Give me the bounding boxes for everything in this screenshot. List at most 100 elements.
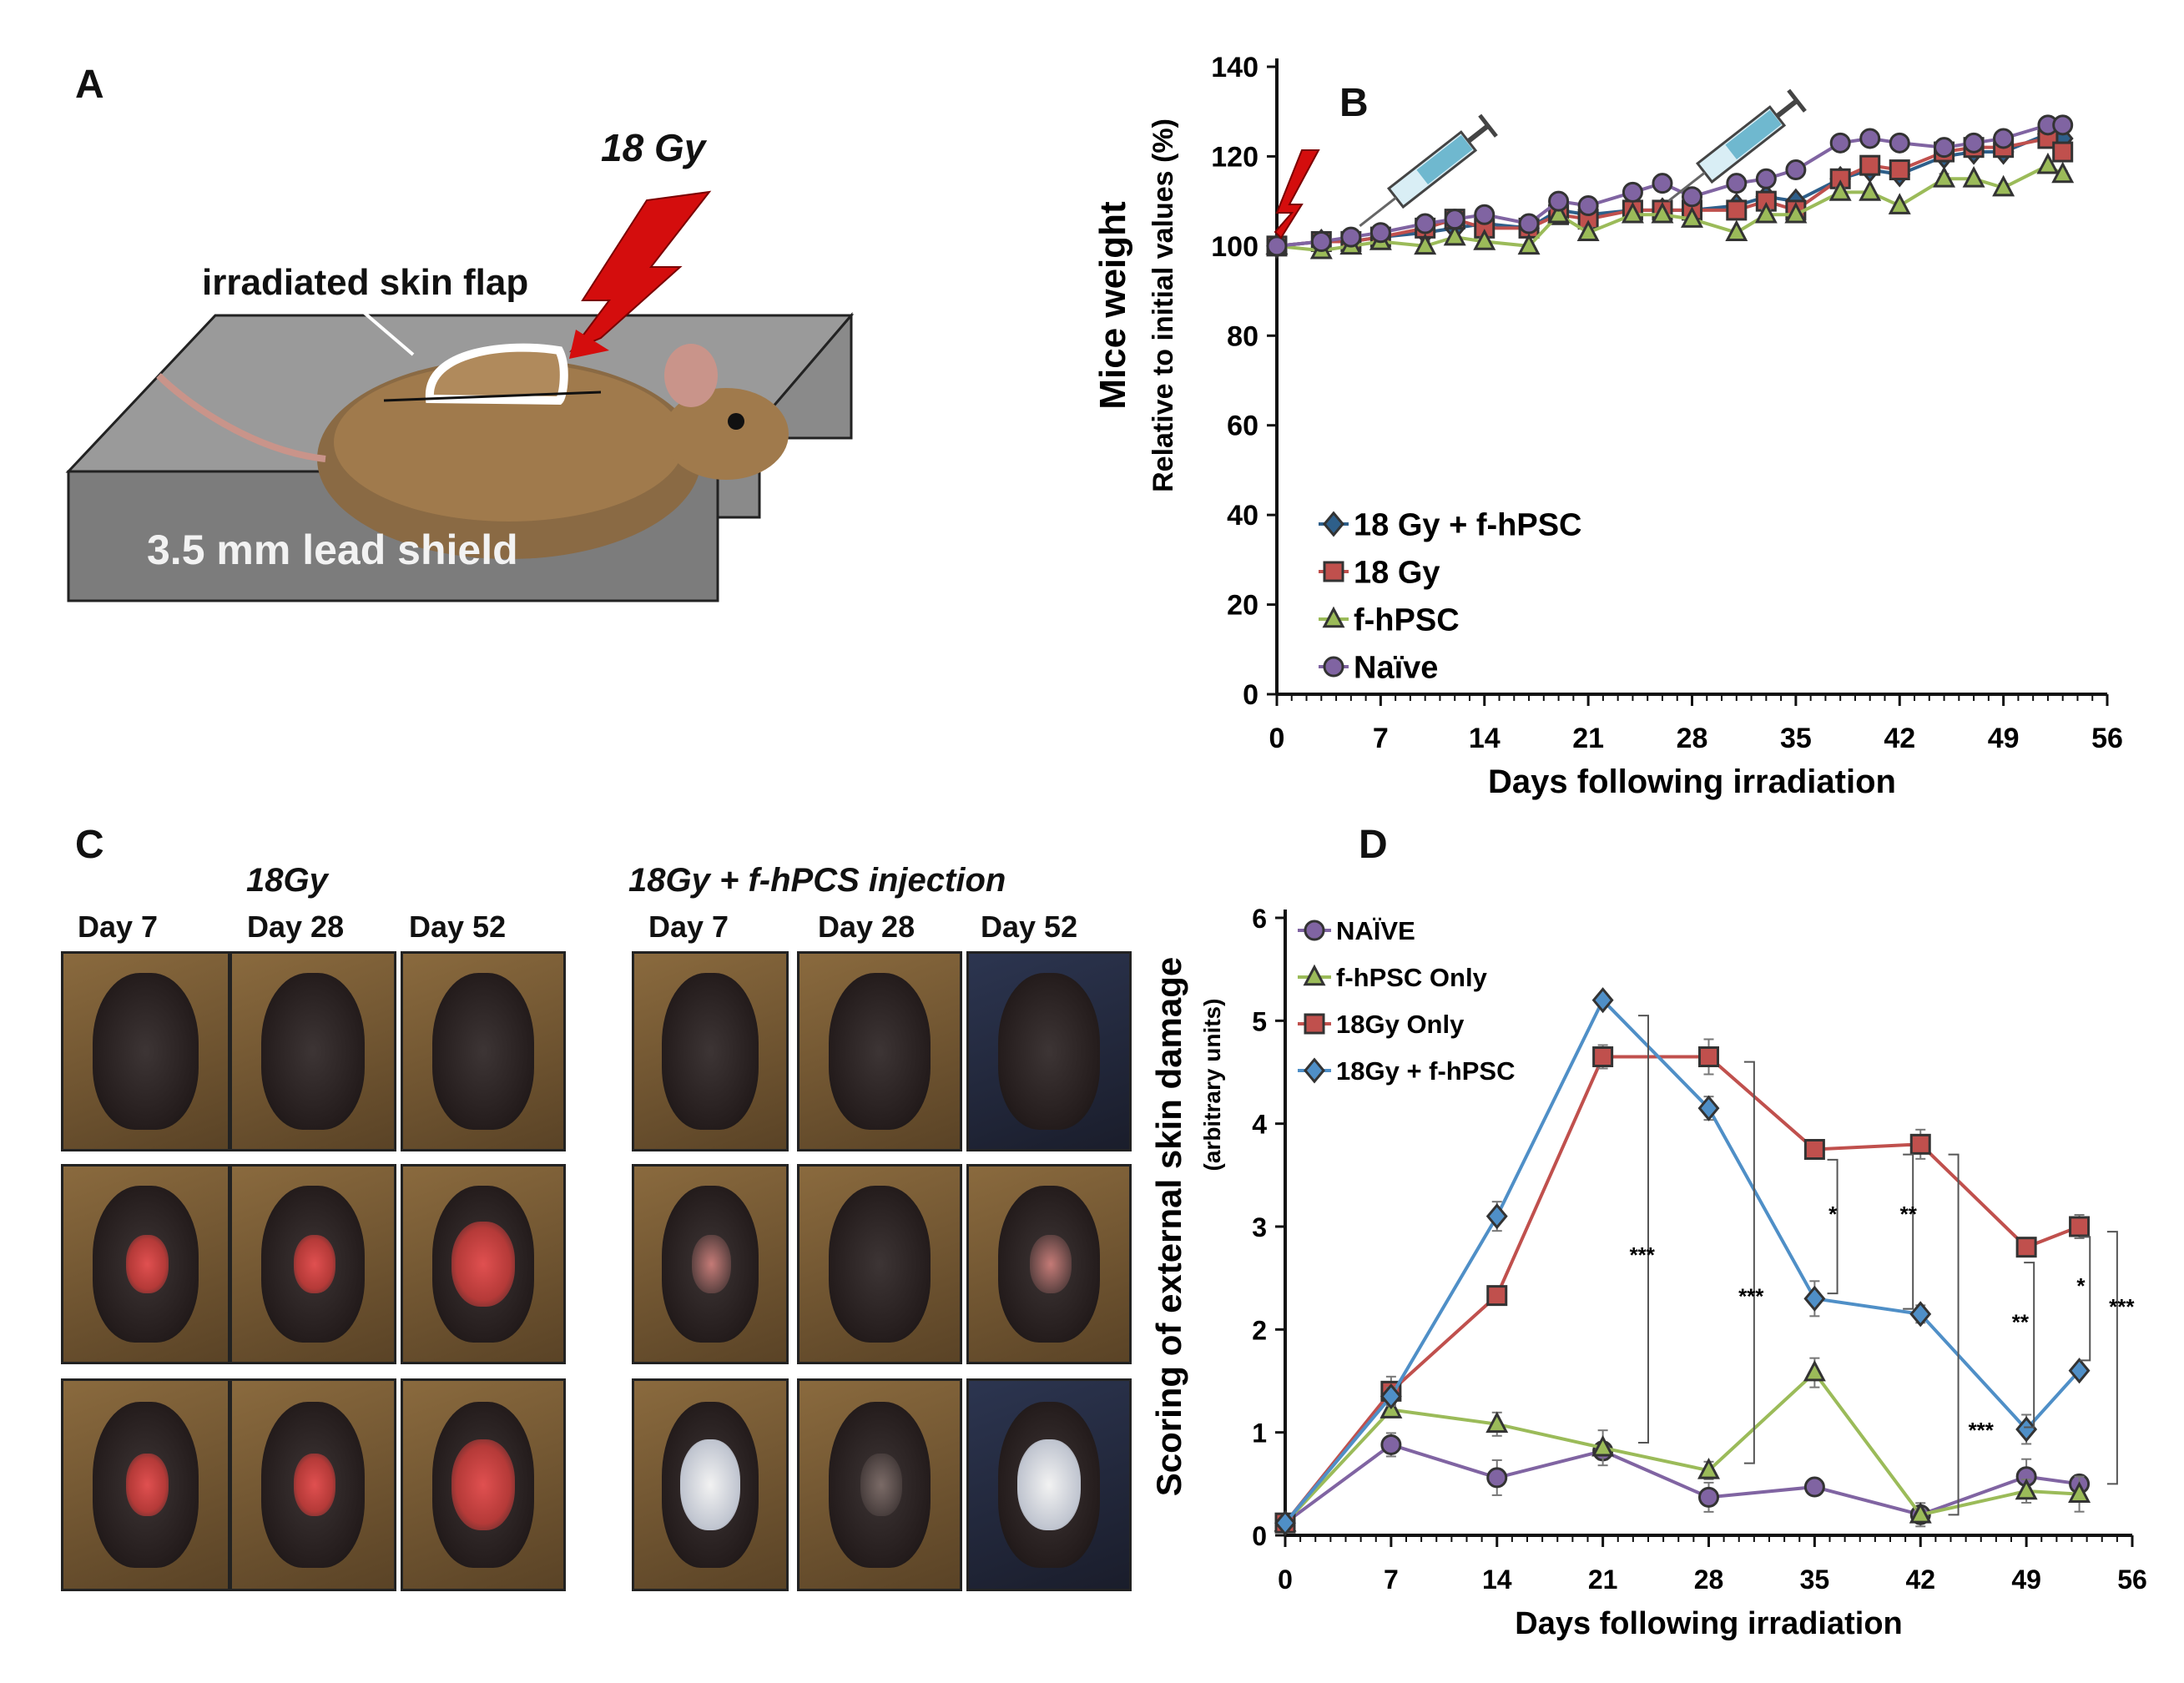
- y-tick-label: 80: [1227, 320, 1258, 352]
- data-point: [1621, 201, 1644, 224]
- data-point: [1266, 235, 1288, 257]
- shaved-skin-patch: [661, 973, 759, 1130]
- lesion-area: [125, 1234, 169, 1294]
- syringe-liquid: [1416, 134, 1473, 184]
- data-point: [1725, 219, 1748, 242]
- data-point: [1443, 224, 1466, 246]
- data-point: [2015, 1416, 2038, 1443]
- legend-label: Naïve: [1354, 651, 1438, 686]
- data-point: [1681, 206, 1703, 228]
- skin-photo: [632, 1164, 789, 1364]
- data-point: [1548, 190, 1570, 212]
- y-tick-label: 60: [1227, 411, 1258, 442]
- irradiation-bolt-icon: [1274, 149, 1320, 239]
- significance-stars: ***: [1738, 1284, 1764, 1309]
- data-point: [1485, 1203, 1508, 1230]
- data-point: [1591, 1434, 1615, 1457]
- data-point: [1444, 209, 1465, 230]
- data-point: [1485, 1411, 1509, 1434]
- x-axis-title: Days following irradiation: [1515, 1606, 1903, 1641]
- y-tick-label: 20: [1227, 590, 1258, 622]
- skin-photo: [61, 1378, 230, 1591]
- lesion-area: [692, 1234, 732, 1294]
- significance-stars: **: [2012, 1309, 2030, 1334]
- data-point: [2015, 1237, 2037, 1258]
- data-point: [2051, 161, 2075, 184]
- data-point: [2068, 1481, 2091, 1503]
- data-point: [1415, 213, 1436, 234]
- data-point: [1909, 1502, 1932, 1524]
- x-tick-label: 21: [1572, 723, 1604, 754]
- data-point: [1859, 179, 1882, 201]
- y-tick-label: 120: [1211, 141, 1258, 173]
- data-point: [1486, 1467, 1508, 1489]
- data-point: [1369, 222, 1391, 244]
- lesion-area: [1016, 1439, 1082, 1531]
- legend-marker: [1323, 656, 1344, 678]
- g1-day52-label: Day 52: [409, 910, 507, 944]
- g2-day7-label: Day 7: [648, 910, 729, 944]
- y-axis-title: Scoring of external skin damage: [1149, 957, 1188, 1497]
- x-tick-label: 14: [1482, 1565, 1512, 1595]
- x-axis-title: Days following irradiation: [1488, 763, 1896, 800]
- data-point: [2068, 1358, 2091, 1384]
- skin-photo: [966, 951, 1132, 1151]
- legend-marker: [1303, 964, 1326, 986]
- g2-day52-label: Day 52: [981, 910, 1078, 944]
- data-point: [1754, 201, 1778, 224]
- data-point: [1577, 195, 1599, 217]
- y-axis-title: Mice weight: [1092, 201, 1133, 410]
- x-tick-label: 0: [1278, 1565, 1293, 1595]
- legend-label: 18Gy + f-hPSC: [1336, 1056, 1516, 1086]
- data-point: [1934, 137, 1955, 159]
- x-tick-label: 49: [1988, 723, 2020, 754]
- data-point: [1909, 1133, 1931, 1155]
- x-tick-label: 7: [1373, 723, 1389, 754]
- shaved-skin-patch: [93, 973, 199, 1130]
- legend-label: f-hPSC: [1354, 603, 1460, 638]
- lesion-area: [451, 1221, 516, 1308]
- lesion-area: [451, 1439, 516, 1531]
- lesion-area: [293, 1454, 336, 1516]
- significance-stars: ***: [2109, 1294, 2135, 1319]
- x-tick-label: 56: [2091, 723, 2123, 754]
- y-tick-label: 6: [1252, 904, 1267, 934]
- panel-label-b: B: [1339, 81, 1369, 125]
- skin-photo: [61, 951, 230, 1151]
- skin-photo: [797, 1164, 962, 1364]
- skin-photo: [401, 1378, 566, 1591]
- y-tick-label: 5: [1252, 1006, 1267, 1036]
- data-point: [1576, 219, 1600, 242]
- data-point: [1340, 226, 1362, 248]
- syringe-icon: [1359, 113, 1498, 227]
- significance-stars: *: [2076, 1273, 2086, 1298]
- lesion-area: [125, 1454, 169, 1516]
- syringe-icon: [1667, 88, 1807, 202]
- skin-photo: [401, 1164, 566, 1364]
- data-point: [1697, 1095, 1720, 1121]
- data-point: [1310, 230, 1332, 252]
- x-tick-label: 14: [1469, 723, 1501, 754]
- skin-photo: [229, 1164, 396, 1364]
- data-point: [2069, 1216, 2091, 1237]
- y-tick-label: 100: [1211, 231, 1258, 263]
- skin-photo: [229, 1378, 396, 1591]
- chart-b: 0 20 40 60 80 100 120 140 0 7 14 21 28 35 42 49 56 Days f…: [1092, 52, 2123, 800]
- data-point: [1755, 168, 1777, 189]
- data-point: [1274, 1509, 1296, 1536]
- shaved-skin-patch: [431, 973, 535, 1130]
- significance-bracket: [1948, 1153, 1960, 1516]
- x-tick-label: 35: [1800, 1565, 1830, 1595]
- legend-marker: [1304, 920, 1325, 941]
- legend-label: 18Gy Only: [1336, 1010, 1465, 1039]
- y-axis-subtitle: Relative to initial values (%): [1147, 118, 1179, 492]
- x-tick-label: 35: [1780, 723, 1812, 754]
- syringe-plunger: [1775, 98, 1798, 118]
- series-line-2: [1284, 1055, 2081, 1524]
- data-point: [1888, 193, 1911, 214]
- panel-label-c: C: [75, 823, 104, 867]
- data-point: [1803, 1476, 1825, 1498]
- significance-bracket: [1743, 1061, 1755, 1464]
- data-point: [1474, 204, 1496, 225]
